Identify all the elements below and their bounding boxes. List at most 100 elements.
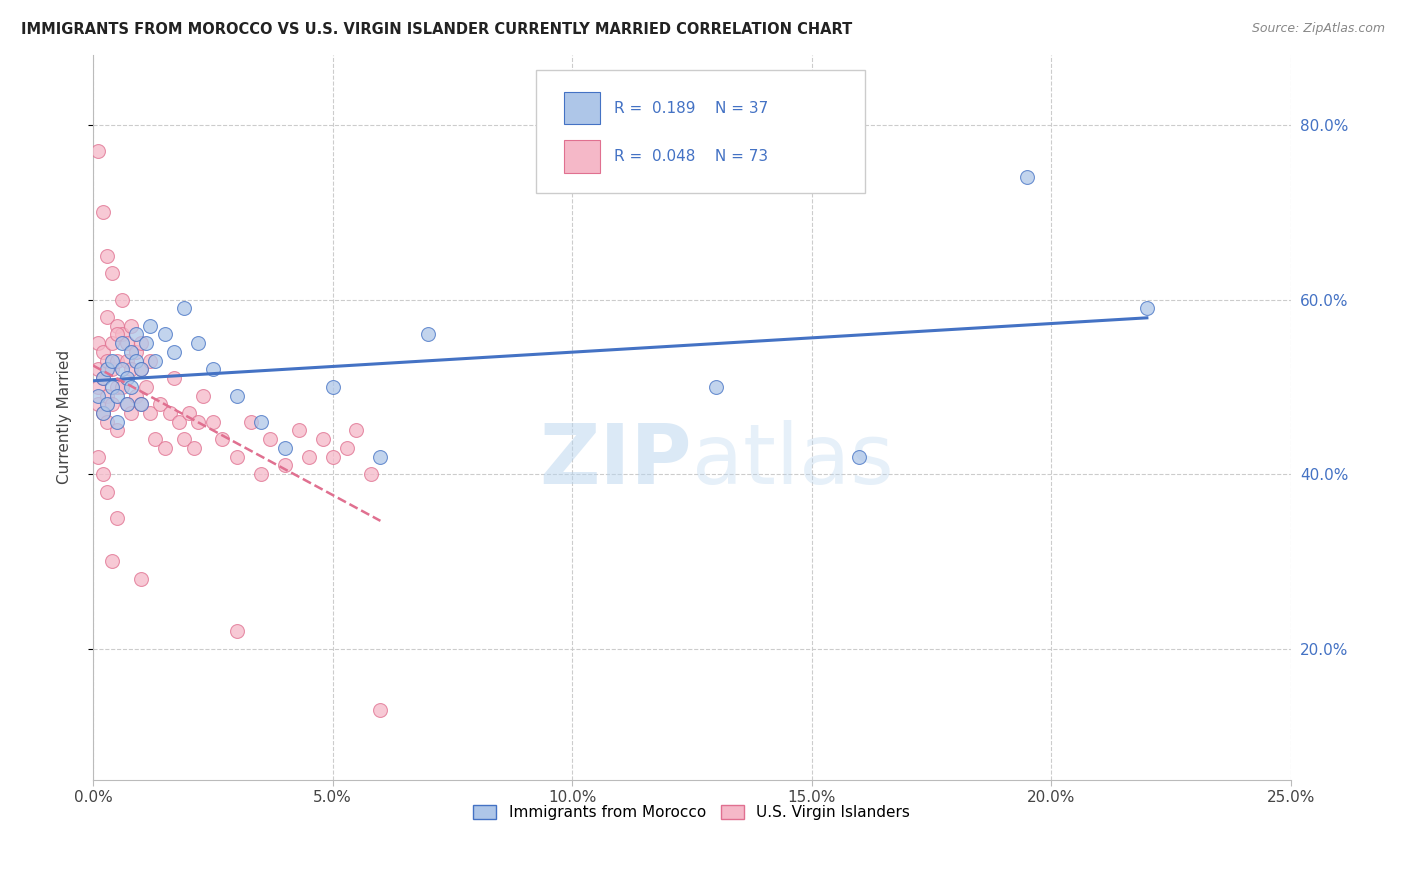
Point bbox=[125, 327, 148, 342]
Point bbox=[139, 353, 162, 368]
Point bbox=[120, 380, 142, 394]
Point bbox=[159, 406, 181, 420]
Legend: Immigrants from Morocco, U.S. Virgin Islanders: Immigrants from Morocco, U.S. Virgin Isl… bbox=[467, 799, 917, 826]
Point bbox=[163, 371, 186, 385]
Point bbox=[96, 362, 118, 376]
Point bbox=[111, 293, 134, 307]
Point bbox=[129, 362, 152, 376]
Point bbox=[297, 450, 319, 464]
Point bbox=[105, 424, 128, 438]
Point bbox=[322, 450, 344, 464]
Point bbox=[101, 266, 124, 280]
Point bbox=[336, 441, 359, 455]
Y-axis label: Currently Married: Currently Married bbox=[58, 351, 72, 484]
Point bbox=[360, 467, 382, 482]
Point bbox=[105, 510, 128, 524]
Point bbox=[91, 371, 114, 385]
Point bbox=[120, 362, 142, 376]
Point bbox=[173, 432, 195, 446]
Point bbox=[370, 450, 392, 464]
Point bbox=[96, 484, 118, 499]
Point bbox=[105, 318, 128, 333]
Point bbox=[91, 406, 114, 420]
Point bbox=[115, 336, 138, 351]
Point bbox=[129, 397, 152, 411]
Point bbox=[249, 467, 271, 482]
Point bbox=[91, 371, 114, 385]
Point bbox=[87, 336, 110, 351]
Point bbox=[129, 362, 152, 376]
Point bbox=[273, 441, 295, 455]
Point bbox=[143, 432, 166, 446]
Point bbox=[91, 345, 114, 359]
Point bbox=[105, 415, 128, 429]
Point bbox=[96, 249, 118, 263]
Point bbox=[96, 388, 118, 402]
Point bbox=[115, 353, 138, 368]
Text: atlas: atlas bbox=[692, 420, 894, 501]
Point bbox=[105, 380, 128, 394]
Point bbox=[111, 380, 134, 394]
Point bbox=[129, 336, 152, 351]
Point bbox=[101, 353, 124, 368]
Point bbox=[111, 327, 134, 342]
Point bbox=[125, 353, 148, 368]
Point bbox=[87, 362, 110, 376]
Point bbox=[848, 450, 870, 464]
Point bbox=[187, 415, 209, 429]
Point bbox=[273, 458, 295, 473]
Point bbox=[225, 450, 247, 464]
Point bbox=[111, 336, 134, 351]
Point bbox=[91, 406, 114, 420]
Point bbox=[322, 380, 344, 394]
Point bbox=[125, 388, 148, 402]
Point bbox=[87, 450, 110, 464]
Point bbox=[125, 345, 148, 359]
Point bbox=[101, 362, 124, 376]
Point bbox=[135, 336, 157, 351]
Point bbox=[129, 397, 152, 411]
Point bbox=[149, 397, 172, 411]
Point bbox=[96, 310, 118, 324]
Point bbox=[87, 397, 110, 411]
Point bbox=[96, 415, 118, 429]
Point bbox=[193, 388, 215, 402]
Point bbox=[101, 397, 124, 411]
Point bbox=[153, 441, 176, 455]
Point bbox=[101, 336, 124, 351]
Text: Source: ZipAtlas.com: Source: ZipAtlas.com bbox=[1251, 22, 1385, 36]
Point bbox=[183, 441, 205, 455]
Point bbox=[135, 380, 157, 394]
Point bbox=[105, 353, 128, 368]
Point bbox=[177, 406, 200, 420]
Point bbox=[115, 371, 138, 385]
Point bbox=[201, 362, 224, 376]
Point bbox=[173, 301, 195, 316]
Point bbox=[249, 415, 271, 429]
Point bbox=[187, 336, 209, 351]
Point bbox=[115, 397, 138, 411]
Point bbox=[101, 380, 124, 394]
Point bbox=[96, 397, 118, 411]
Point bbox=[120, 318, 142, 333]
Point bbox=[120, 345, 142, 359]
Text: R =  0.048    N = 73: R = 0.048 N = 73 bbox=[614, 149, 768, 164]
Point bbox=[225, 624, 247, 639]
Point bbox=[211, 432, 233, 446]
FancyBboxPatch shape bbox=[536, 70, 866, 193]
Point bbox=[163, 345, 186, 359]
Point bbox=[91, 205, 114, 219]
Point bbox=[288, 424, 311, 438]
Point bbox=[1136, 301, 1159, 316]
Point bbox=[87, 380, 110, 394]
Point bbox=[87, 388, 110, 402]
Point bbox=[96, 353, 118, 368]
Point bbox=[115, 397, 138, 411]
Point bbox=[105, 388, 128, 402]
Point bbox=[370, 703, 392, 717]
Point bbox=[704, 380, 727, 394]
Point bbox=[225, 388, 247, 402]
Point bbox=[105, 327, 128, 342]
Point bbox=[312, 432, 335, 446]
Point bbox=[139, 318, 162, 333]
